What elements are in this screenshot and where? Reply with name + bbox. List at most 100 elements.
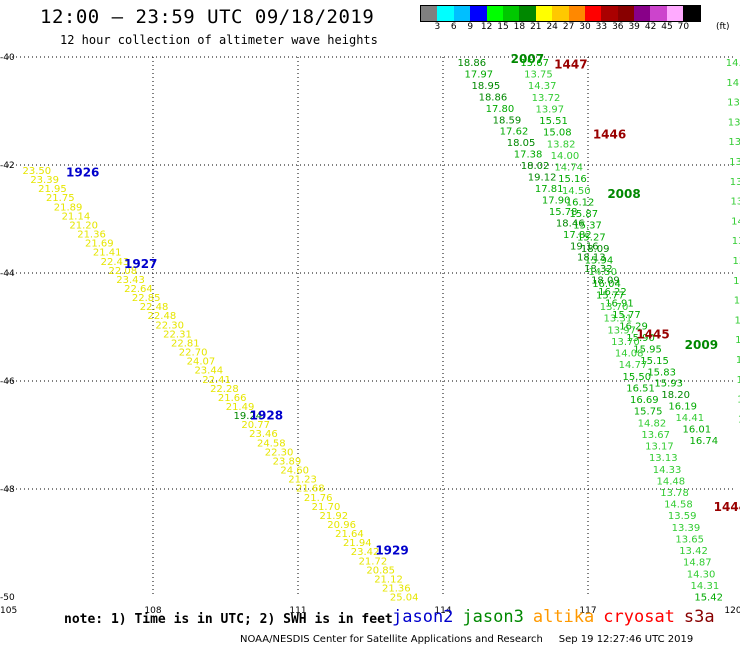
wave-height-value: 22.31 <box>163 329 192 340</box>
pass-time-label: 1447 <box>554 57 587 71</box>
pass-time-label: 1446 <box>593 128 626 142</box>
wave-height-value: 24.58 <box>257 438 286 449</box>
wave-height-value: 18.46 <box>556 218 585 229</box>
wave-height-value: 18.32 <box>584 264 613 275</box>
wave-height-value: 13.17 <box>645 442 674 453</box>
pass-time-label: 2008 <box>607 187 640 201</box>
wave-height-value: 22.85 <box>132 293 161 304</box>
color-scale-label: 39 <box>628 22 640 32</box>
pass-time-label: 1445 <box>636 327 669 341</box>
wave-height-value: 14.33 <box>653 465 682 476</box>
wave-height-value: 13.67 <box>641 430 670 441</box>
wave-height-value: 21.76 <box>304 493 333 504</box>
color-scale-label: 12 <box>480 22 493 32</box>
wave-height-value: 13.88 <box>727 98 740 109</box>
wave-height-value: 21.75 <box>46 193 75 204</box>
wave-height-value: 21.92 <box>319 511 348 522</box>
wave-height-value: 23.42 <box>351 547 380 558</box>
page-subtitle: 12 hour collection of altimeter wave hei… <box>60 33 378 47</box>
wave-height-value: 18.05 <box>507 138 536 149</box>
lat-tick-label: -44 <box>0 269 15 279</box>
wave-height-value: 21.23 <box>288 475 317 486</box>
wave-height-value: 15.16 <box>558 174 587 185</box>
wave-height-value: 14.74 <box>554 163 583 174</box>
wave-height-value: 21.89 <box>54 202 83 213</box>
color-swatch <box>666 6 684 21</box>
lon-tick-label: 105 <box>0 606 17 616</box>
lat-tick-label: -40 <box>0 53 15 63</box>
wave-height-value: 21.70 <box>312 502 341 513</box>
wave-height-value: 14.87 <box>683 558 712 569</box>
wave-height-value: 15.90 <box>626 333 655 344</box>
lon-tick-label: 120 <box>724 606 740 616</box>
pass-time-label: 1928 <box>250 408 283 422</box>
wave-height-value: 21.36 <box>77 230 106 241</box>
wave-height-value: 13.20 <box>729 157 740 168</box>
wave-height-value: 22.70 <box>179 348 208 359</box>
wave-height-value: 17.90 <box>542 195 571 206</box>
wave-height-value: 23.44 <box>194 366 223 377</box>
color-swatch <box>683 6 700 21</box>
wave-height-value: 13.97 <box>535 104 564 115</box>
wave-height-value: 13.92 <box>730 197 740 208</box>
wave-height-value: 21.36 <box>382 584 411 595</box>
wave-height-value: 18.09 <box>581 244 610 255</box>
wave-height-value: 15.75 <box>634 407 663 418</box>
color-swatch <box>486 6 503 21</box>
wave-height-value: 21.64 <box>335 529 364 540</box>
wave-height-value: 15.50 <box>622 372 651 383</box>
wave-height-value: 22.41 <box>202 375 231 386</box>
wave-height-value: 13.39 <box>672 523 701 534</box>
note-text: note: 1) Time is in UTC; 2) SWH is in fe… <box>64 612 393 627</box>
wave-height-value: 18.13 <box>577 253 606 264</box>
wave-height-value: 18.09 <box>591 276 620 287</box>
wave-height-value: 21.12 <box>374 574 403 585</box>
wave-height-value: 15.37 <box>573 221 602 232</box>
pass-time-label: 2007 <box>511 52 544 66</box>
wave-height-value: 14.40 <box>733 276 740 287</box>
lat-tick-label: -48 <box>0 485 15 495</box>
wave-height-value: 22.43 <box>101 257 130 268</box>
wave-height-value: 13.82 <box>547 139 576 150</box>
wave-height-value: 23.50 <box>23 166 52 177</box>
satellite-legend-jason3: jason3 <box>462 607 524 627</box>
wave-height-value: 19.24 <box>234 411 263 422</box>
wave-height-value: 20.85 <box>366 565 395 576</box>
wave-height-value: 13.55 <box>728 117 740 128</box>
wave-height-value: 14.32 <box>726 58 740 69</box>
wave-height-value: 13.59 <box>668 511 697 522</box>
wave-height-value: 13.31 <box>604 314 633 325</box>
color-swatch <box>421 6 438 21</box>
wave-height-value: 15.95 <box>633 344 662 355</box>
wave-height-value: 14.22 <box>734 315 740 326</box>
wave-height-value: 15.27 <box>577 232 606 243</box>
color-swatch <box>502 6 520 21</box>
wave-height-value: 23.43 <box>116 275 145 286</box>
color-swatch <box>535 6 553 21</box>
lon-tick-label: 111 <box>289 606 306 616</box>
color-swatch <box>601 6 618 21</box>
wave-height-value: 16.91 <box>605 299 634 310</box>
satellite-legend: jason2 jason3 altika cryosat s3a <box>392 607 724 627</box>
color-scale-label: 21 <box>530 22 542 32</box>
footer-source: NOAA/NESDIS Center for Satellite Applica… <box>240 634 543 645</box>
wave-height-value: 13.99 <box>732 256 740 267</box>
wave-height-value: 21.69 <box>85 239 114 250</box>
wave-height-value: 15.15 <box>640 356 669 367</box>
wave-height-value: 16.04 <box>592 279 621 290</box>
footer: NOAA/NESDIS Center for Satellite Applica… <box>240 634 693 645</box>
pass-time-label: 1927 <box>124 257 157 271</box>
wave-height-value: 14.41 <box>675 413 704 424</box>
wave-height-value: 14.50 <box>562 186 591 197</box>
lon-tick-label: 117 <box>579 606 596 616</box>
wave-height-value: 14.01 <box>726 78 740 89</box>
lon-tick-label: 108 <box>144 606 161 616</box>
wave-height-value: 14.49 <box>736 375 740 386</box>
wave-height-value: 21.41 <box>93 248 122 259</box>
wave-height-value: 18.86 <box>458 58 487 69</box>
wave-height-value: 16.22 <box>598 287 627 298</box>
color-swatch <box>568 6 585 21</box>
wave-height-value: 15.78 <box>549 207 578 218</box>
wave-height-value: 22.81 <box>171 338 200 349</box>
wave-height-value: 13.81 <box>728 137 740 148</box>
